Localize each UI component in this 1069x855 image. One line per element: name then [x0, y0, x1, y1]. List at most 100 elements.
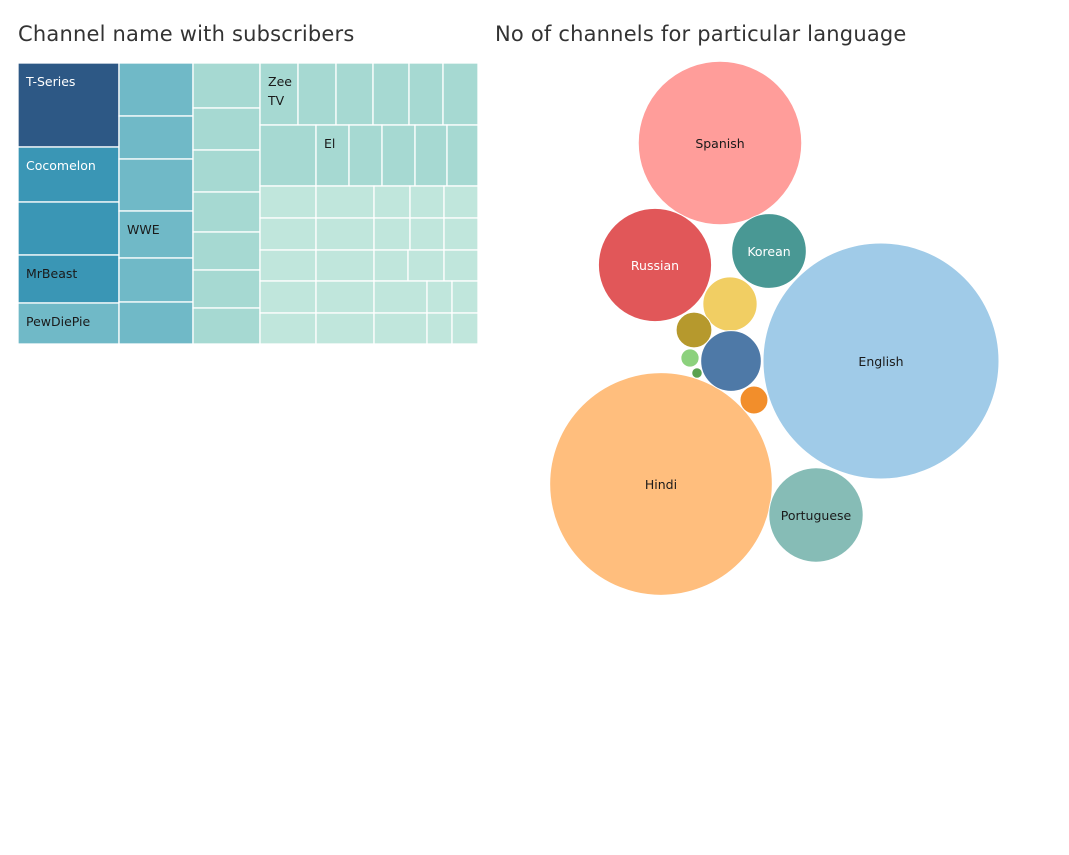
bubble-english[interactable]: English	[762, 242, 1000, 480]
treemap-cell[interactable]	[192, 231, 261, 271]
treemap-rect[interactable]	[192, 107, 261, 151]
treemap-cell[interactable]	[373, 280, 428, 314]
treemap-rect[interactable]	[426, 312, 453, 344]
bubble-portuguese[interactable]: Portuguese	[768, 467, 864, 563]
treemap-rect[interactable]	[315, 124, 350, 187]
treemap-cell[interactable]	[443, 217, 478, 251]
treemap-cell-wwe[interactable]: WWE	[118, 210, 194, 259]
bubble-circle[interactable]	[675, 311, 713, 349]
treemap-rect[interactable]	[451, 280, 478, 314]
treemap-rect[interactable]	[373, 312, 428, 344]
treemap-cell[interactable]	[118, 257, 194, 303]
treemap-rect[interactable]	[372, 63, 410, 126]
treemap-rect[interactable]	[259, 280, 317, 314]
treemap-rect[interactable]	[446, 124, 478, 187]
bubble-circle[interactable]	[549, 372, 773, 596]
treemap-rect[interactable]	[373, 217, 411, 251]
bubble-circle[interactable]	[739, 385, 769, 415]
treemap-cell[interactable]	[373, 312, 428, 344]
bubble-circle[interactable]	[637, 60, 803, 226]
bubble[interactable]	[680, 348, 700, 368]
treemap-cell-t-series[interactable]: T-Series	[18, 63, 120, 148]
bubble[interactable]	[739, 385, 769, 415]
treemap-cell[interactable]	[348, 124, 383, 187]
treemap-cell[interactable]	[373, 185, 411, 219]
treemap-rect[interactable]	[373, 249, 409, 282]
treemap-cell-mrbeast[interactable]: MrBeast	[18, 254, 120, 304]
treemap-rect[interactable]	[192, 269, 261, 309]
bubble-circle[interactable]	[691, 367, 703, 379]
treemap-cell[interactable]	[315, 312, 375, 344]
treemap-rect[interactable]	[118, 210, 194, 259]
treemap-rect[interactable]	[118, 115, 194, 160]
treemap-rect[interactable]	[451, 312, 478, 344]
treemap-rect[interactable]	[18, 254, 120, 304]
bubble-circle[interactable]	[762, 242, 1000, 480]
treemap-rect[interactable]	[373, 280, 428, 314]
treemap-rect[interactable]	[18, 146, 120, 203]
treemap-rect[interactable]	[192, 191, 261, 233]
bubble-circle[interactable]	[680, 348, 700, 368]
treemap-cell[interactable]	[118, 301, 194, 344]
treemap-rect[interactable]	[408, 63, 444, 126]
treemap-cell[interactable]	[426, 280, 453, 314]
treemap-rect[interactable]	[315, 217, 375, 251]
treemap-cell[interactable]	[409, 217, 445, 251]
treemap-cell[interactable]	[373, 249, 409, 282]
treemap-rect[interactable]	[373, 185, 411, 219]
treemap-cell[interactable]	[259, 217, 317, 251]
treemap-cell-zee-tv[interactable]: Zee TV	[259, 63, 299, 126]
treemap-cell[interactable]	[192, 149, 261, 193]
treemap-rect[interactable]	[192, 307, 261, 344]
treemap-cell[interactable]	[442, 63, 478, 126]
treemap-cell[interactable]	[192, 191, 261, 233]
bubble[interactable]	[675, 311, 713, 349]
treemap-rect[interactable]	[315, 280, 375, 314]
treemap-rect[interactable]	[259, 312, 317, 344]
treemap-cell[interactable]	[192, 307, 261, 344]
bubble-russian[interactable]: Russian	[597, 207, 713, 323]
treemap-rect[interactable]	[259, 124, 317, 187]
bubble-circle[interactable]	[768, 467, 864, 563]
treemap-rect[interactable]	[118, 257, 194, 303]
treemap-cell-pewdiepie[interactable]: PewDiePie	[18, 302, 120, 344]
treemap-rect[interactable]	[297, 63, 337, 126]
treemap-cell[interactable]	[335, 63, 374, 126]
treemap-cell[interactable]	[426, 312, 453, 344]
treemap-rect[interactable]	[259, 217, 317, 251]
treemap-rect[interactable]	[381, 124, 416, 187]
treemap-rect[interactable]	[443, 185, 478, 219]
treemap-rect[interactable]	[192, 231, 261, 271]
treemap-cell[interactable]	[443, 185, 478, 219]
treemap-cell[interactable]	[192, 269, 261, 309]
treemap-cell[interactable]	[381, 124, 416, 187]
bubble-hindi[interactable]: Hindi	[549, 372, 773, 596]
treemap-rect[interactable]	[315, 185, 375, 219]
bubble-circle[interactable]	[731, 213, 807, 289]
treemap-cell[interactable]	[409, 185, 445, 219]
treemap-rect[interactable]	[442, 63, 478, 126]
treemap-cell[interactable]	[407, 249, 445, 282]
treemap-cell[interactable]	[118, 115, 194, 160]
treemap-cell[interactable]	[408, 63, 444, 126]
treemap-rect[interactable]	[192, 63, 261, 109]
treemap-rect[interactable]	[259, 63, 299, 126]
bubble-spanish[interactable]: Spanish	[637, 60, 803, 226]
treemap-cell[interactable]	[373, 217, 411, 251]
treemap-cell[interactable]	[315, 217, 375, 251]
treemap-cell[interactable]	[315, 249, 375, 282]
bubble-korean[interactable]: Korean	[731, 213, 807, 289]
treemap-cell[interactable]	[118, 158, 194, 212]
treemap-rect[interactable]	[443, 249, 478, 282]
treemap-cell[interactable]	[259, 312, 317, 344]
treemap-rect[interactable]	[259, 249, 317, 282]
treemap-cell[interactable]	[451, 312, 478, 344]
treemap-cell[interactable]	[372, 63, 410, 126]
treemap-rect[interactable]	[407, 249, 445, 282]
treemap-rect[interactable]	[192, 149, 261, 193]
treemap-rect[interactable]	[409, 217, 445, 251]
bubble[interactable]	[691, 367, 703, 379]
treemap-rect[interactable]	[348, 124, 383, 187]
bubble-circle[interactable]	[700, 330, 762, 392]
treemap-cell[interactable]	[315, 185, 375, 219]
